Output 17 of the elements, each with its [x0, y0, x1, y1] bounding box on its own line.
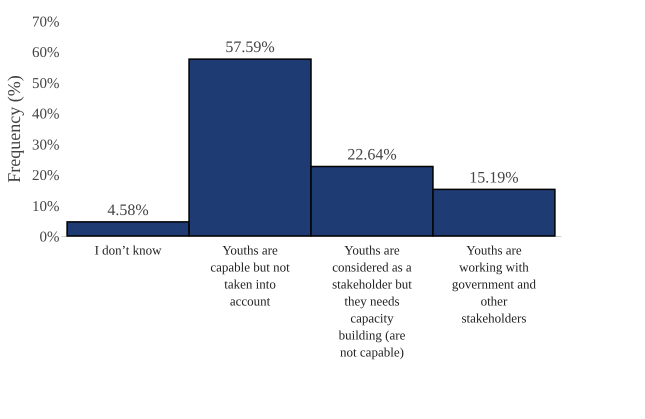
y-axis-title: Frequency (%): [4, 75, 24, 183]
y-tick-label: 60%: [32, 45, 60, 62]
data-label: 57.59%: [225, 39, 275, 56]
data-label: 15.19%: [469, 169, 519, 186]
y-tick-label: 30%: [32, 137, 60, 154]
x-tick-label: Youths are considered as a stakeholder but they needs capacity building (are not capable): [332, 242, 412, 360]
y-tick-label: 0%: [40, 230, 60, 246]
y-tick-label: 40%: [32, 106, 60, 123]
y-tick-label: 10%: [32, 198, 60, 215]
y-tick-label: 20%: [32, 168, 60, 184]
x-tick-label: I don’t know: [94, 242, 162, 258]
x-tick-label: Youths are capable but not taken into account: [210, 242, 290, 308]
x-tick-label: Youths are working with government and other stakeholders: [452, 242, 536, 326]
y-tick-label: 50%: [32, 76, 60, 92]
data-label: 4.58%: [107, 202, 149, 219]
data-label: 22.64%: [347, 146, 397, 164]
y-tick-label: 70%: [32, 14, 60, 30]
